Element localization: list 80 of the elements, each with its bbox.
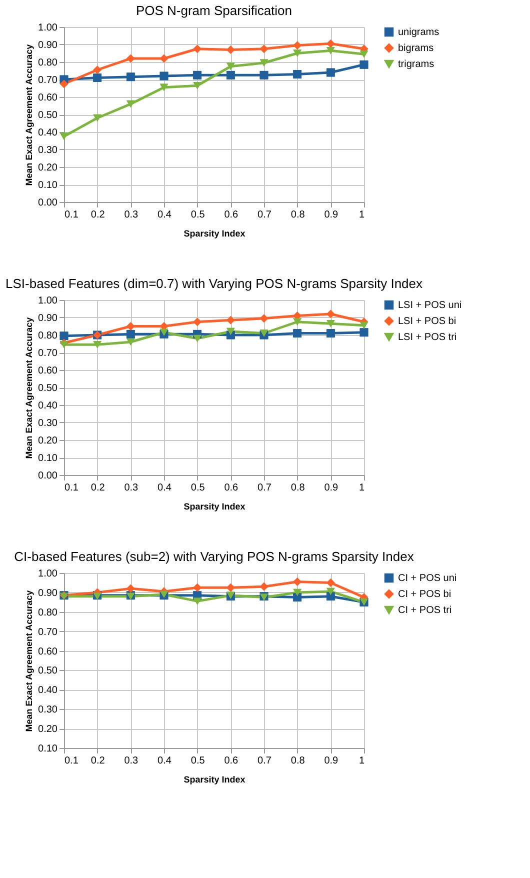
- x-axis-title: Sparsity Index: [184, 228, 246, 238]
- x-tick-label: 1: [358, 482, 365, 494]
- x-tick-label: 1: [358, 210, 365, 220]
- x-tick-label: 0.4: [158, 210, 172, 220]
- y-axis-title: Mean Exact Agreement Accuracy: [24, 590, 34, 732]
- y-tick-label: 1.00: [38, 22, 58, 34]
- y-tick-label: 0.80: [38, 58, 58, 68]
- y-tick-label: 0.10: [38, 744, 58, 754]
- y-tick-label: 0.40: [38, 685, 58, 696]
- y-tick-label: 0.50: [38, 383, 58, 394]
- x-tick-label: 0.7: [258, 482, 272, 494]
- legend-label: CI + POS uni: [398, 573, 457, 584]
- x-tick-label: 0.1: [64, 482, 79, 494]
- y-tick-label: 0.00: [38, 198, 58, 208]
- y-tick-label: 1.00: [38, 296, 58, 306]
- x-tick-label: 0.3: [124, 210, 139, 220]
- x-tick-label: 0.2: [90, 482, 106, 494]
- x-axis-title: Sparsity Index: [184, 502, 246, 512]
- y-tick-label: 0.60: [38, 646, 58, 658]
- x-tick-label: 0.3: [124, 756, 139, 766]
- chart-title: POS N-gram Sparsification: [136, 3, 292, 18]
- y-axis-title: Mean Exact Agreement Accuracy: [24, 44, 34, 186]
- x-tick-label: 0.4: [158, 756, 172, 766]
- legend-label: LSI + POS tri: [398, 332, 457, 343]
- x-tick-label: 0.6: [224, 210, 239, 220]
- y-tick-label: 0.50: [38, 110, 58, 121]
- x-tick-label: 0.8: [290, 756, 306, 766]
- y-tick-label: 0.90: [38, 588, 58, 599]
- x-tick-label: 0.4: [158, 482, 172, 494]
- y-tick-label: 0.40: [38, 128, 58, 138]
- x-tick-label: 0.9: [324, 756, 339, 766]
- y-tick-label: 0.80: [38, 330, 58, 342]
- y-tick-label: 0.60: [38, 92, 58, 104]
- chart-title: LSI-based Features (dim=0.7) with Varying POS N-grams Sparsity Index: [5, 276, 423, 291]
- y-tick-label: 0.20: [38, 724, 58, 736]
- y-axis-title: Mean Exact Agreement Accuracy: [24, 317, 34, 459]
- x-tick-label: 0.2: [90, 210, 106, 220]
- y-tick-label: 0.90: [38, 40, 58, 51]
- y-tick-label: 0.40: [38, 400, 58, 412]
- y-tick-label: 0.70: [38, 75, 58, 86]
- x-tick-label: 0.1: [64, 756, 79, 766]
- legend-label: LSI + POS uni: [398, 300, 462, 311]
- x-tick-label: 0.9: [324, 482, 339, 494]
- y-tick-label: 0.60: [38, 366, 58, 376]
- y-tick-label: 0.80: [38, 607, 58, 618]
- x-tick-label: 0.5: [190, 482, 206, 494]
- y-tick-label: 1.00: [38, 568, 58, 580]
- y-tick-label: 0.30: [38, 704, 58, 716]
- y-tick-label: 0.90: [38, 313, 58, 324]
- y-tick-label: 0.50: [38, 666, 58, 677]
- legend-label: LSI + POS bi: [398, 316, 456, 327]
- x-axis-title: Sparsity Index: [184, 774, 246, 784]
- x-tick-label: 0.5: [190, 210, 206, 220]
- x-tick-label: 0.2: [90, 756, 106, 766]
- y-tick-label: 0.30: [38, 418, 58, 429]
- y-tick-label: 0.30: [38, 145, 58, 156]
- x-tick-label: 0.9: [324, 210, 339, 220]
- y-tick-label: 0.10: [38, 180, 58, 191]
- x-tick-label: 0.3: [124, 482, 139, 494]
- y-tick-label: 0.00: [38, 470, 58, 482]
- x-tick-label: 0.5: [190, 756, 206, 766]
- x-tick-label: 1: [358, 756, 365, 766]
- y-tick-label: 0.20: [38, 162, 58, 174]
- x-tick-label: 0.8: [290, 482, 306, 494]
- x-tick-label: 0.7: [258, 756, 272, 766]
- chart-title: CI-based Features (sub=2) with Varying POS N-grams Sparsity Index: [14, 549, 414, 564]
- legend-label: unigrams: [398, 27, 440, 38]
- legend-label: trigrams: [398, 59, 434, 70]
- legend-label: CI + POS bi: [398, 589, 452, 600]
- y-tick-label: 0.10: [38, 453, 58, 464]
- x-tick-label: 0.1: [64, 210, 79, 220]
- legend-label: bigrams: [398, 43, 434, 54]
- y-tick-label: 0.20: [38, 436, 58, 446]
- x-tick-label: 0.6: [224, 756, 239, 766]
- x-tick-label: 0.7: [258, 210, 272, 220]
- y-tick-label: 0.70: [38, 626, 58, 638]
- legend-label: CI + POS tri: [398, 605, 452, 616]
- y-tick-label: 0.70: [38, 348, 58, 359]
- x-tick-label: 0.8: [290, 210, 306, 220]
- x-tick-label: 0.6: [224, 482, 239, 494]
